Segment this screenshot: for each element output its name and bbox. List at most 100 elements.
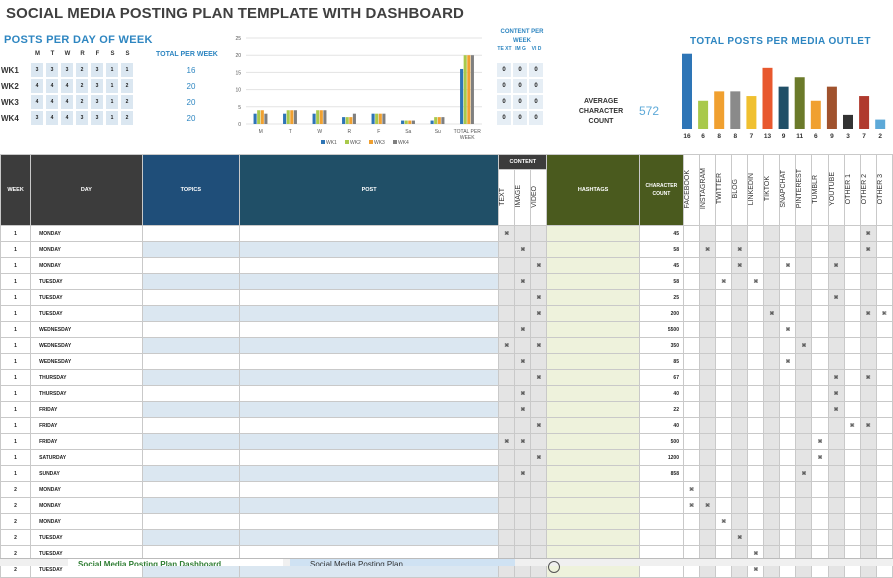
day-cell[interactable]: FRIDAY — [30, 433, 143, 450]
post-cell[interactable] — [239, 321, 500, 338]
outlet-check-cell[interactable] — [682, 321, 701, 338]
post-cell[interactable] — [239, 401, 500, 418]
outlet-check-cell[interactable] — [875, 321, 893, 338]
posts-per-day-cell[interactable]: 4 — [61, 95, 74, 109]
week-cell[interactable]: 1 — [0, 257, 32, 274]
outlet-check-cell[interactable] — [715, 401, 733, 418]
outlet-check-cell[interactable] — [875, 481, 893, 498]
content-per-week-cell[interactable]: 0 — [529, 63, 544, 77]
outlet-check-cell[interactable] — [827, 529, 845, 546]
outlet-check-cell[interactable] — [779, 497, 797, 514]
outlet-check-cell[interactable] — [859, 465, 877, 482]
outlet-check-cell[interactable] — [875, 465, 893, 482]
post-cell[interactable] — [239, 513, 500, 530]
topics-cell[interactable] — [141, 305, 241, 322]
posts-per-day-cell[interactable]: 3 — [91, 95, 104, 109]
outlet-check-cell[interactable] — [763, 481, 781, 498]
outlet-check-cell[interactable]: ⌘ — [779, 321, 797, 338]
outlet-check-cell[interactable] — [682, 449, 701, 466]
content-check-cell[interactable]: ⌘ — [514, 465, 532, 482]
outlet-check-cell[interactable] — [731, 225, 749, 242]
outlet-check-cell[interactable] — [715, 385, 733, 402]
posts-per-day-cell[interactable]: 4 — [46, 111, 59, 125]
week-cell[interactable]: 1 — [0, 305, 32, 322]
content-check-cell[interactable] — [530, 321, 548, 338]
outlet-check-cell[interactable] — [811, 497, 829, 514]
outlet-check-cell[interactable] — [875, 241, 893, 258]
day-cell[interactable]: TUESDAY — [30, 289, 143, 306]
topics-cell[interactable] — [141, 337, 241, 354]
posts-per-day-cell[interactable]: 1 — [106, 63, 119, 77]
outlet-check-cell[interactable] — [699, 481, 717, 498]
week-cell[interactable]: 1 — [0, 417, 32, 434]
outlet-check-cell[interactable] — [763, 529, 781, 546]
outlet-check-cell[interactable] — [859, 257, 877, 274]
outlet-check-cell[interactable] — [875, 401, 893, 418]
hashtags-cell[interactable] — [546, 305, 640, 322]
topics-cell[interactable] — [141, 529, 241, 546]
topics-cell[interactable] — [141, 433, 241, 450]
hashtags-cell[interactable] — [546, 353, 640, 370]
hashtags-cell[interactable] — [546, 417, 640, 434]
outlet-check-cell[interactable] — [747, 433, 765, 450]
week-cell[interactable]: 1 — [0, 273, 32, 290]
content-check-cell[interactable] — [498, 481, 516, 498]
day-cell[interactable]: WEDNESDAY — [30, 337, 143, 354]
outlet-check-cell[interactable] — [747, 289, 765, 306]
posts-per-day-cell[interactable]: 3 — [31, 111, 44, 125]
outlet-check-cell[interactable] — [875, 225, 893, 242]
outlet-check-cell[interactable] — [795, 289, 813, 306]
outlet-check-cell[interactable] — [859, 497, 877, 514]
outlet-check-cell[interactable] — [715, 465, 733, 482]
outlet-check-cell[interactable] — [682, 305, 701, 322]
outlet-check-cell[interactable] — [811, 257, 829, 274]
outlet-check-cell[interactable] — [699, 321, 717, 338]
content-check-cell[interactable] — [498, 241, 516, 258]
outlet-check-cell[interactable] — [875, 273, 893, 290]
outlet-check-cell[interactable] — [763, 273, 781, 290]
hashtags-cell[interactable] — [546, 289, 640, 306]
outlet-check-cell[interactable] — [715, 449, 733, 466]
content-check-cell[interactable] — [530, 513, 548, 530]
outlet-check-cell[interactable] — [779, 369, 797, 386]
outlet-check-cell[interactable] — [731, 417, 749, 434]
outlet-check-cell[interactable] — [682, 289, 701, 306]
outlet-check-cell[interactable] — [827, 449, 845, 466]
outlet-check-cell[interactable] — [715, 417, 733, 434]
outlet-check-cell[interactable] — [763, 257, 781, 274]
content-per-week-cell[interactable]: 0 — [513, 95, 528, 109]
content-check-cell[interactable] — [514, 225, 532, 242]
content-check-cell[interactable] — [498, 257, 516, 274]
week-cell[interactable]: 1 — [0, 353, 32, 370]
outlet-check-cell[interactable] — [731, 273, 749, 290]
content-check-cell[interactable] — [530, 225, 548, 242]
outlet-check-cell[interactable] — [859, 481, 877, 498]
outlet-check-cell[interactable] — [827, 465, 845, 482]
outlet-check-cell[interactable] — [747, 401, 765, 418]
content-check-cell[interactable] — [514, 449, 532, 466]
outlet-check-cell[interactable] — [682, 241, 701, 258]
outlet-check-cell[interactable] — [859, 513, 877, 530]
outlet-check-cell[interactable] — [763, 321, 781, 338]
outlet-check-cell[interactable] — [811, 465, 829, 482]
day-cell[interactable]: WEDNESDAY — [30, 353, 143, 370]
outlet-check-cell[interactable] — [795, 257, 813, 274]
outlet-check-cell[interactable]: ⌘ — [715, 513, 733, 530]
post-cell[interactable] — [239, 369, 500, 386]
outlet-check-cell[interactable] — [795, 513, 813, 530]
hashtags-cell[interactable] — [546, 241, 640, 258]
outlet-check-cell[interactable] — [827, 273, 845, 290]
outlet-check-cell[interactable]: ⌘ — [747, 273, 765, 290]
outlet-check-cell[interactable] — [795, 241, 813, 258]
outlet-check-cell[interactable] — [779, 401, 797, 418]
outlet-check-cell[interactable] — [715, 433, 733, 450]
content-check-cell[interactable] — [498, 465, 516, 482]
posts-per-day-cell[interactable]: 2 — [76, 79, 89, 93]
topics-cell[interactable] — [141, 257, 241, 274]
outlet-check-cell[interactable] — [763, 225, 781, 242]
content-per-week-cell[interactable]: 0 — [497, 63, 512, 77]
outlet-check-cell[interactable] — [682, 433, 701, 450]
content-check-cell[interactable] — [498, 449, 516, 466]
content-check-cell[interactable] — [498, 353, 516, 370]
outlet-check-cell[interactable] — [811, 529, 829, 546]
